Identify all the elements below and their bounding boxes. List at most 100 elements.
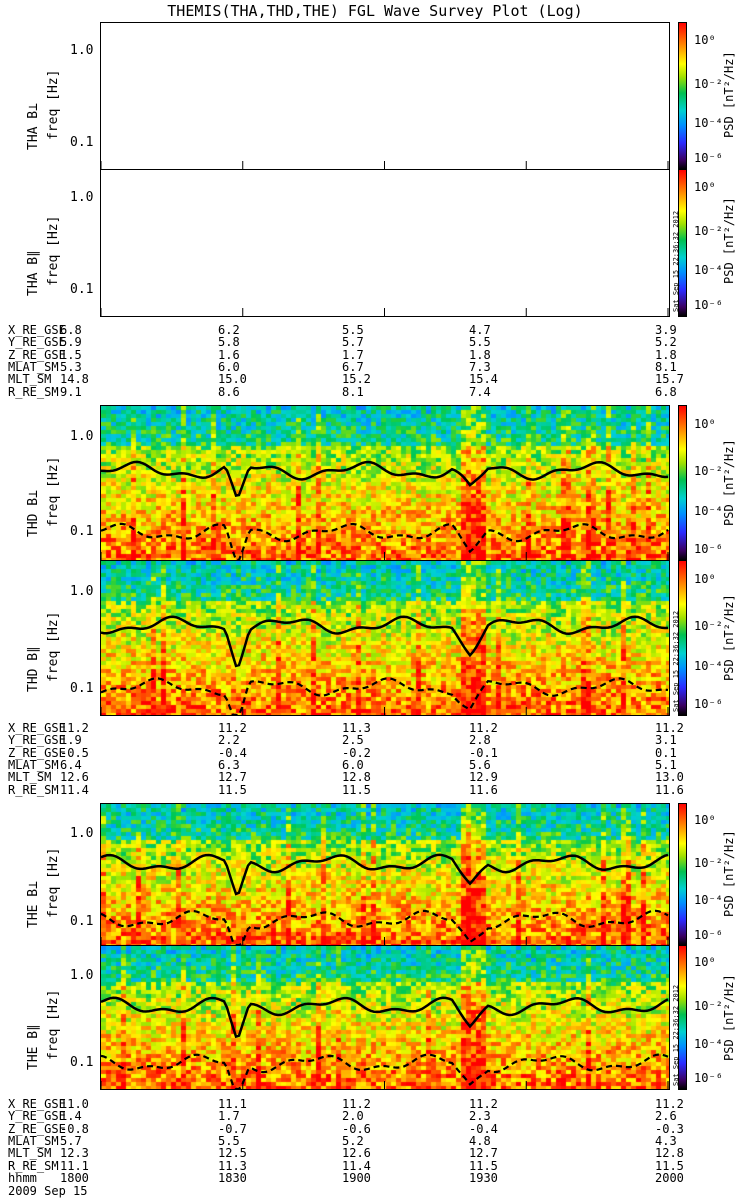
- ephemeris-value: 6.4: [60, 757, 82, 772]
- series-line-dashed: [101, 522, 669, 560]
- ephemeris-value: 1.7: [342, 347, 364, 362]
- ephemeris-label: R_RE_SM: [8, 1158, 59, 1173]
- colorbar-tick-label: 10⁻⁶: [694, 151, 723, 166]
- ephemeris-value: 2.6: [655, 1109, 677, 1124]
- colorbar-tick-label: 10⁻²: [694, 224, 723, 239]
- ephemeris-row: Y_RE_GSE 1.9 2.2 2.5 2.8 3.1: [8, 734, 698, 746]
- ephemeris-value: 1830: [218, 1170, 247, 1185]
- freq-label: freq [Hz]: [46, 69, 61, 140]
- colorbar: [678, 22, 687, 170]
- ephemeris-value: 11.2: [342, 1097, 371, 1111]
- ephemeris-value: 1.9: [60, 733, 82, 748]
- colorbar-tick-label: 10⁻⁴: [694, 1036, 723, 1051]
- colorbar-label: PSD [nT²/Hz]: [722, 439, 736, 526]
- overlay-lines: [101, 996, 669, 1089]
- ephemeris-label: Z_RE_GSE: [8, 745, 66, 760]
- ephemeris-value: -0.3: [655, 1121, 684, 1136]
- panel-tha-bperp: [100, 22, 670, 170]
- ephemeris-value: 6.7: [342, 359, 364, 374]
- ephemeris-label: X_RE_GSE: [8, 721, 66, 735]
- ephemeris-value: -0.6: [342, 1121, 371, 1136]
- colorbar-tick-label: 10⁻⁴: [694, 659, 723, 674]
- ephemeris-label: R_RE_SM: [8, 384, 59, 399]
- ephemeris-value: 5.8: [218, 335, 240, 350]
- ephemeris-value: 11.2: [60, 721, 89, 735]
- panel-label-tha-bpar: THA B∥: [26, 250, 41, 296]
- ephemeris-value: 11.2: [469, 1097, 498, 1111]
- ephemeris-row: Z_RE_GSE -0.8 -0.7 -0.6 -0.4 -0.3: [8, 1123, 698, 1135]
- ephemeris-row: MLAT_SM 6.4 6.3 6.0 5.6 5.1: [8, 759, 698, 771]
- colorbar-tick-label: 10⁻⁴: [694, 893, 723, 908]
- ephemeris-row: Y_RE_GSE 1.4 1.7 2.0 2.3 2.6: [8, 1110, 698, 1122]
- ephemeris-value: 11.1: [218, 1097, 247, 1111]
- ephemeris-row: MLAT_SM 5.7 5.5 5.2 4.8 4.3: [8, 1135, 698, 1147]
- ephemeris-value: -0.1: [469, 745, 498, 760]
- ytick-label: 1.0: [70, 190, 94, 205]
- ephemeris-value: 12.6: [60, 770, 89, 785]
- ephemeris-value: 12.8: [342, 770, 371, 785]
- ephemeris-value: 2.3: [469, 1109, 491, 1124]
- ephemeris-value: 15.0: [218, 372, 247, 387]
- ephemeris-value: -0.4: [469, 1121, 498, 1136]
- ephemeris-label: Y_RE_GSE: [8, 335, 66, 350]
- ytick-label: 1.0: [70, 429, 94, 444]
- ytick-label: 0.1: [70, 681, 94, 696]
- ephemeris-value: 8.6: [218, 384, 240, 399]
- ephemeris-row: R_RE_SM 11.4 11.5 11.5 11.6 11.6: [8, 784, 698, 796]
- axis-ticks: [101, 552, 669, 560]
- ephemeris-value: 5.7: [60, 1133, 82, 1148]
- colorbar-tick-label: 10⁻²: [694, 998, 723, 1013]
- ephemeris-row: MLT_SM 12.3 12.5 12.6 12.7 12.8: [8, 1147, 698, 1159]
- ephemeris-value: 8.1: [655, 359, 677, 374]
- colorbar-tick-label: 10⁰: [694, 955, 716, 970]
- ephemeris-value: 11.2: [469, 721, 498, 735]
- series-line-dashed: [101, 677, 669, 715]
- ephemeris-value: 1.8: [469, 347, 491, 362]
- ephemeris-value: 12.3: [60, 1146, 89, 1161]
- ephemeris-value: 5.5: [218, 1133, 240, 1148]
- ephemeris-value: 11.4: [342, 1158, 371, 1173]
- colorbar-tick-label: 10⁻⁴: [694, 504, 723, 519]
- colorbar-tick-label: 10⁰: [694, 416, 716, 431]
- ephemeris-label: Y_RE_GSE: [8, 1109, 66, 1124]
- ephemeris-value: 11.3: [342, 721, 371, 735]
- ephemeris-value: 5.5: [342, 323, 364, 337]
- ephemeris-value: 0.1: [655, 745, 677, 760]
- overlay-lines: [101, 615, 669, 715]
- colorbar-tick-label: 10⁻⁶: [694, 298, 723, 313]
- colorbar-tick-label: 10⁰: [694, 571, 716, 586]
- ephemeris-row: MLT_SM 12.6 12.7 12.8 12.9 13.0: [8, 771, 698, 783]
- ephemeris-value: 1.6: [218, 347, 240, 362]
- ephemeris-value: 11.3: [218, 1158, 247, 1173]
- ephemeris-value: 12.9: [469, 770, 498, 785]
- ephemeris-label: MLT_SM: [8, 372, 52, 387]
- colorbar-tick-label: 10⁰: [694, 813, 716, 828]
- ytick-label: 1.0: [70, 968, 94, 983]
- colorbar-label: PSD [nT²/Hz]: [722, 830, 736, 917]
- ephemeris-value: 15.2: [342, 372, 371, 387]
- ephemeris-label: X_RE_GSE: [8, 323, 66, 337]
- ephemeris-value: 2.0: [342, 1109, 364, 1124]
- ephemeris-value: 5.5: [469, 335, 491, 350]
- axis-ticks: [101, 1081, 669, 1089]
- panel-the-bpar: [100, 945, 670, 1090]
- ephemeris-value: 11.5: [218, 782, 247, 797]
- ephemeris-row: R_RE_SM 9.1 8.6 8.1 7.4 6.8: [8, 386, 698, 398]
- overlay-lines: [101, 460, 669, 560]
- colorbar-label: PSD [nT²/Hz]: [722, 51, 736, 138]
- ephemeris-row: MLAT_SM 5.3 6.0 6.7 7.3 8.1: [8, 361, 698, 373]
- spectrogram-image: [101, 406, 669, 560]
- ephemeris-value: 1930: [469, 1170, 498, 1185]
- ytick-label: 1.0: [70, 43, 94, 58]
- timestamp-stamp: Sat Sep 15 22:36:32 2012: [672, 984, 680, 1086]
- panel-label-tha-bperp: THA B⊥: [26, 103, 41, 150]
- ephemeris-value: 5.9: [60, 335, 82, 350]
- ytick-label: 1.0: [70, 826, 94, 841]
- series-line-solid: [101, 460, 669, 498]
- ephemeris-value: 1.8: [655, 347, 677, 362]
- ephemeris-value: 11.5: [655, 1158, 684, 1173]
- ephemeris-value: 1900: [342, 1170, 371, 1185]
- ephemeris-value: 1.4: [60, 1109, 82, 1124]
- colorbar: [678, 803, 687, 946]
- panel-label-the-bperp: THE B⊥: [26, 881, 41, 928]
